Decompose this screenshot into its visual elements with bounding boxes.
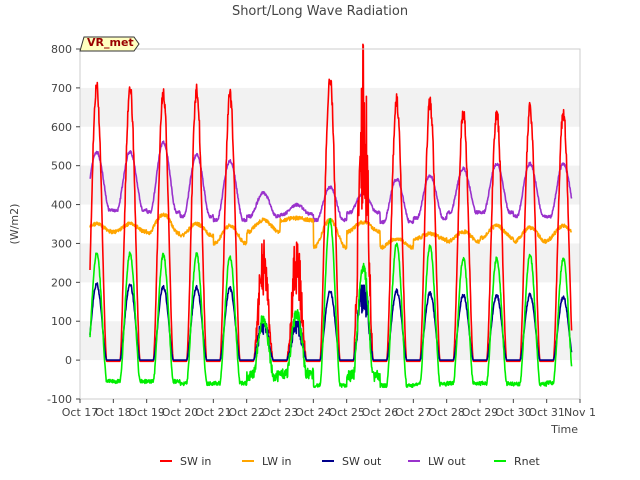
y-tick-label: 600 <box>51 121 72 134</box>
x-tick-label: Nov 1 <box>564 406 596 419</box>
x-axis-label: Time <box>550 423 578 436</box>
y-tick-label: 300 <box>51 237 72 250</box>
x-tick-label: Oct 19 <box>128 406 165 419</box>
x-tick-label: Oct 30 <box>495 406 532 419</box>
x-tick-label: Oct 31 <box>528 406 565 419</box>
legend-label-sw-in: SW in <box>180 455 211 468</box>
station-badge-shape <box>79 36 140 52</box>
station-badge: VR_met <box>79 36 140 52</box>
x-tick-label: Oct 26 <box>362 406 399 419</box>
grid-band <box>80 87 580 127</box>
station-badge-label: VR_met <box>87 36 134 49</box>
legend-label-lw-in: LW in <box>262 455 292 468</box>
y-tick-label: 0 <box>65 354 72 367</box>
y-tick-label: 700 <box>51 82 72 95</box>
y-tick-label: 800 <box>51 43 72 56</box>
y-tick-label: 200 <box>51 276 72 289</box>
x-tick-label: Oct 28 <box>428 406 465 419</box>
x-tick-label: Oct 24 <box>295 406 332 419</box>
x-tick-label: Oct 27 <box>395 406 432 419</box>
legend-label-lw-out: LW out <box>428 455 466 468</box>
series-line-sw-in <box>89 43 573 363</box>
x-tick-label: Oct 17 <box>62 406 99 419</box>
y-tick-label: -100 <box>47 393 72 406</box>
grid-band <box>80 243 580 283</box>
series-line-rnet <box>89 217 573 389</box>
y-tick-label: 400 <box>51 199 72 212</box>
x-tick-label: Oct 22 <box>228 406 265 419</box>
x-tick-label: Oct 18 <box>95 406 132 419</box>
y-tick-label: 500 <box>51 160 72 173</box>
x-tick-label: Oct 29 <box>462 406 499 419</box>
series-lines <box>89 43 573 389</box>
x-tick-label: Oct 25 <box>328 406 365 419</box>
series-line-lw-out <box>89 140 573 225</box>
y-tick-label: 100 <box>51 315 72 328</box>
chart-title: Short/Long Wave Radiation <box>232 4 408 19</box>
grid-band <box>80 165 580 205</box>
grid-bands <box>80 87 580 361</box>
legend-label-sw-out: SW out <box>342 455 382 468</box>
y-axis-ticks: -100 0 100 200 300 400 500 600 700 800 <box>47 43 80 406</box>
y-axis-label: (W/m2) <box>8 204 21 245</box>
x-tick-label: Oct 21 <box>195 406 232 419</box>
legend: SW in LW in SW out LW out Rnet <box>160 455 540 468</box>
legend-label-rnet: Rnet <box>514 455 540 468</box>
x-tick-label: Oct 20 <box>162 406 199 419</box>
grid-band <box>80 321 580 361</box>
x-tick-label: Oct 23 <box>262 406 299 419</box>
plot-frame <box>79 48 581 400</box>
